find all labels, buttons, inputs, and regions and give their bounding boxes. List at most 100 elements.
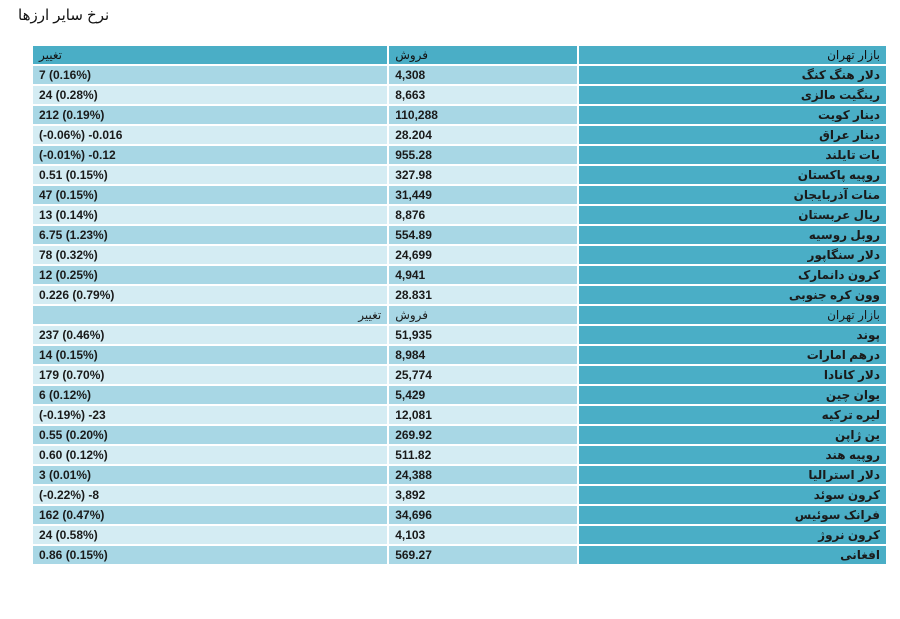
currency-name-cell: کرون نروژ <box>578 526 886 544</box>
table-row: دلار هنگ کنگ 4,308 7 (0.16%) <box>33 66 886 84</box>
table-row: لیره ترکیه 12,081 (-0.19%) -23 <box>33 406 886 424</box>
currency-name-cell: یوان چین <box>578 386 886 404</box>
table-row: منات آذربایجان 31,449 47 (0.15%) <box>33 186 886 204</box>
currency-name-cell: وون کره جنوبی <box>578 286 886 304</box>
change-cell: 237 (0.46%) <box>33 326 388 344</box>
sell-price-cell: 110,288 <box>389 106 577 124</box>
change-cell: 13 (0.14%) <box>33 206 388 224</box>
column-header-change: تغییر <box>33 46 388 64</box>
change-cell: 162 (0.47%) <box>33 506 388 524</box>
sell-price-cell: 3,892 <box>389 486 577 504</box>
change-cell: 0.226 (0.79%) <box>33 286 388 304</box>
table-row: روپیه پاکستان 327.98 0.51 (0.15%) <box>33 166 886 184</box>
sell-price-cell: 955.28 <box>389 146 577 164</box>
sell-price-cell: 4,308 <box>389 66 577 84</box>
change-cell: 7 (0.16%) <box>33 66 388 84</box>
change-cell: 0.86 (0.15%) <box>33 546 388 564</box>
sell-price-cell: 511.82 <box>389 446 577 464</box>
table-row: روپیه هند 511.82 0.60 (0.12%) <box>33 446 886 464</box>
table-row: وون کره جنوبی 28.831 0.226 (0.79%) <box>33 286 886 304</box>
table-header-row: بازار تهران فروش تغییر <box>33 46 886 64</box>
change-cell: 0.55 (0.20%) <box>33 426 388 444</box>
sell-price-cell: 34,696 <box>389 506 577 524</box>
subheader-sell: فروش <box>389 306 577 324</box>
change-cell: (-0.22%) -8 <box>33 486 388 504</box>
table-row: افغانی 569.27 0.86 (0.15%) <box>33 546 886 564</box>
sell-price-cell: 28.831 <box>389 286 577 304</box>
sell-price-cell: 4,103 <box>389 526 577 544</box>
change-cell: 6 (0.12%) <box>33 386 388 404</box>
change-cell: 14 (0.15%) <box>33 346 388 364</box>
table-row: بات تایلند 955.28 (-0.01%) -0.12 <box>33 146 886 164</box>
currency-name-cell: دینار کویت <box>578 106 886 124</box>
currency-name-cell: دلار استرالیا <box>578 466 886 484</box>
currency-name-cell: کرون سوئد <box>578 486 886 504</box>
change-cell: 179 (0.70%) <box>33 366 388 384</box>
subheader-change: تغییر <box>33 306 388 324</box>
currency-name-cell: رینگیت مالزی <box>578 86 886 104</box>
table-row: کرون دانمارک 4,941 12 (0.25%) <box>33 266 886 284</box>
change-cell: 6.75 (1.23%) <box>33 226 388 244</box>
currency-name-cell: منات آذربایجان <box>578 186 886 204</box>
change-cell: (-0.19%) -23 <box>33 406 388 424</box>
table-row: رینگیت مالزی 8,663 24 (0.28%) <box>33 86 886 104</box>
table-body-first: دلار هنگ کنگ 4,308 7 (0.16%) رینگیت مالزی 8,… <box>33 66 886 304</box>
sell-price-cell: 269.92 <box>389 426 577 444</box>
table-row: دلار کانادا 25,774 179 (0.70%) <box>33 366 886 384</box>
table-row: کرون نروژ 4,103 24 (0.58%) <box>33 526 886 544</box>
change-cell: 78 (0.32%) <box>33 246 388 264</box>
sell-price-cell: 327.98 <box>389 166 577 184</box>
change-cell: 12 (0.25%) <box>33 266 388 284</box>
change-cell: 24 (0.28%) <box>33 86 388 104</box>
table-row: دلار استرالیا 24,388 3 (0.01%) <box>33 466 886 484</box>
sell-price-cell: 12,081 <box>389 406 577 424</box>
currency-name-cell: روبل روسیه <box>578 226 886 244</box>
currency-name-cell: ین ژاپن <box>578 426 886 444</box>
change-cell: 47 (0.15%) <box>33 186 388 204</box>
table-row: کرون سوئد 3,892 (-0.22%) -8 <box>33 486 886 504</box>
currency-name-cell: دلار سنگاپور <box>578 246 886 264</box>
sell-price-cell: 4,941 <box>389 266 577 284</box>
change-cell: 0.60 (0.12%) <box>33 446 388 464</box>
currency-rates-table: بازار تهران فروش تغییر دلار هنگ کنگ 4,308… <box>31 44 888 566</box>
table-body-second: پوند 51,935 237 (0.46%) درهم امارات 8,984 14 … <box>33 326 886 564</box>
sell-price-cell: 554.89 <box>389 226 577 244</box>
sell-price-cell: 569.27 <box>389 546 577 564</box>
table-row: ین ژاپن 269.92 0.55 (0.20%) <box>33 426 886 444</box>
sell-price-cell: 24,388 <box>389 466 577 484</box>
sell-price-cell: 8,663 <box>389 86 577 104</box>
currency-name-cell: افغانی <box>578 546 886 564</box>
change-cell: (-0.01%) -0.12 <box>33 146 388 164</box>
table-row: ریال عربستان 8,876 13 (0.14%) <box>33 206 886 224</box>
change-cell: 3 (0.01%) <box>33 466 388 484</box>
column-header-sell: فروش <box>389 46 577 64</box>
sell-price-cell: 24,699 <box>389 246 577 264</box>
change-cell: 212 (0.19%) <box>33 106 388 124</box>
currency-name-cell: روپیه هند <box>578 446 886 464</box>
table-row: پوند 51,935 237 (0.46%) <box>33 326 886 344</box>
currency-name-cell: کرون دانمارک <box>578 266 886 284</box>
table-row: دینار عراق 28.204 (-0.06%) -0.016 <box>33 126 886 144</box>
currency-name-cell: لیره ترکیه <box>578 406 886 424</box>
table-row: دینار کویت 110,288 212 (0.19%) <box>33 106 886 124</box>
currency-name-cell: ریال عربستان <box>578 206 886 224</box>
sell-price-cell: 8,876 <box>389 206 577 224</box>
sell-price-cell: 31,449 <box>389 186 577 204</box>
column-header-market: بازار تهران <box>578 46 886 64</box>
change-cell: 0.51 (0.15%) <box>33 166 388 184</box>
table-row: دلار سنگاپور 24,699 78 (0.32%) <box>33 246 886 264</box>
subheader-market: بازار تهران <box>578 306 886 324</box>
table-row: یوان چین 5,429 6 (0.12%) <box>33 386 886 404</box>
currency-name-cell: درهم امارات <box>578 346 886 364</box>
sell-price-cell: 8,984 <box>389 346 577 364</box>
currency-name-cell: روپیه پاکستان <box>578 166 886 184</box>
table-row: درهم امارات 8,984 14 (0.15%) <box>33 346 886 364</box>
currency-name-cell: پوند <box>578 326 886 344</box>
currency-name-cell: دلار کانادا <box>578 366 886 384</box>
currency-name-cell: فرانک سوئیس <box>578 506 886 524</box>
sell-price-cell: 28.204 <box>389 126 577 144</box>
table-row: روبل روسیه 554.89 6.75 (1.23%) <box>33 226 886 244</box>
currency-name-cell: دینار عراق <box>578 126 886 144</box>
table-subheader: بازار تهران فروش تغییر <box>33 306 886 324</box>
page-title: نرخ سایر ارزها <box>18 7 110 24</box>
